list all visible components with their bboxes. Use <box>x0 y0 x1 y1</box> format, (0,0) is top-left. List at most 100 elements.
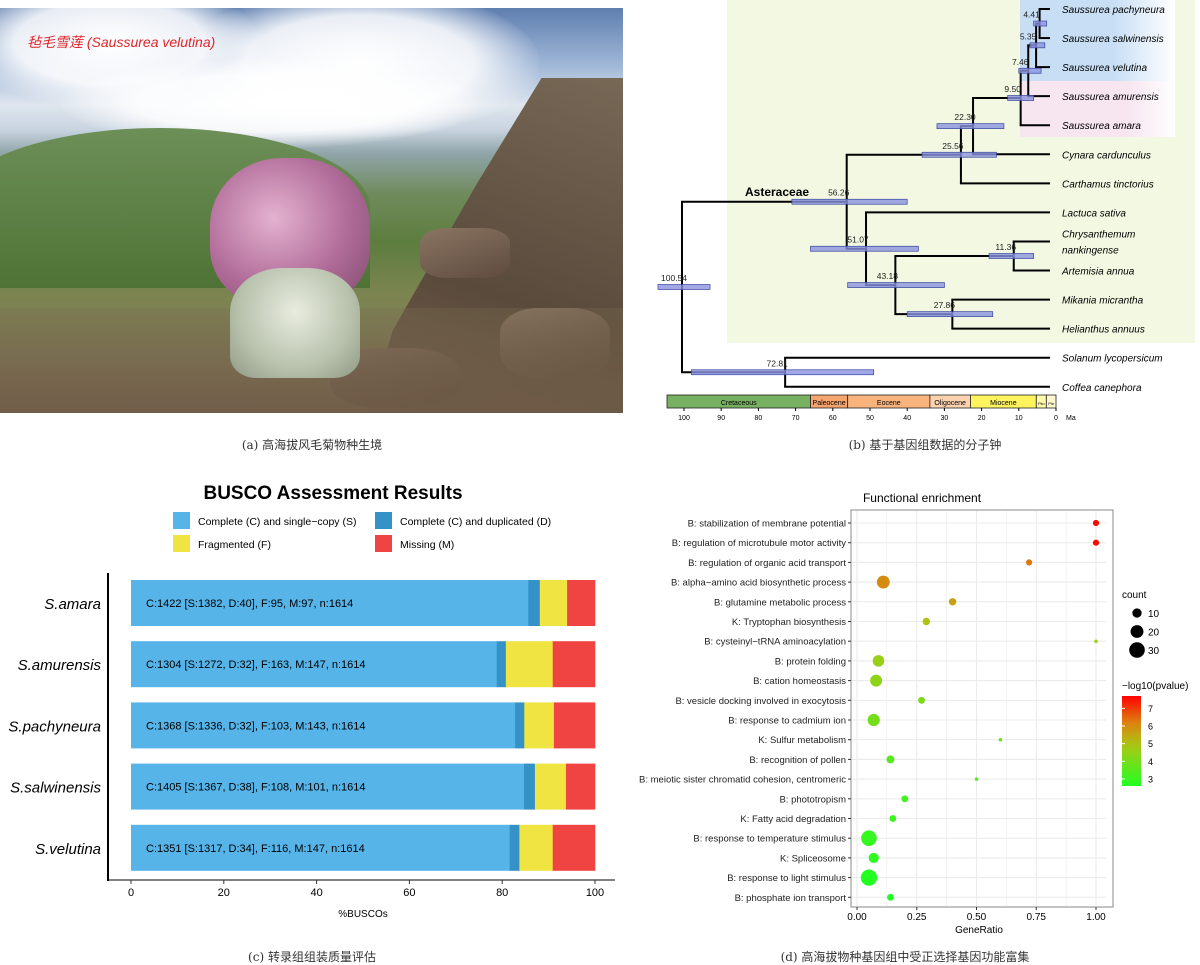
legend-label-F: Fragmented (F) <box>198 539 271 551</box>
bar-segment-S <box>131 580 529 626</box>
term-label: K: Tryptophan biosynthesis <box>732 617 846 628</box>
axis-tick-label: 40 <box>903 415 911 422</box>
term-label: B: regulation of organic acid transport <box>688 558 846 569</box>
size-legend-dot <box>1130 625 1144 638</box>
tip-label-line: Saussurea velutina <box>1062 63 1147 74</box>
tip-label-line: Saussurea pachyneura <box>1062 5 1165 16</box>
term-label: B: cation homeostasis <box>753 676 846 687</box>
bar-segment-M <box>552 824 596 871</box>
x-tick-label: 0.50 <box>967 912 987 923</box>
bar-segment-M <box>567 580 596 626</box>
enrichment-point <box>889 815 897 822</box>
node-age-hpd-bar <box>988 253 1035 259</box>
legend-label-M: Missing (M) <box>400 539 454 551</box>
legend-swatch-S <box>173 512 190 529</box>
bar-segment-D <box>523 763 536 810</box>
photo-title: 毡毛雪莲 (Saussurea velutina) <box>27 34 216 50</box>
bar-segment-F <box>534 763 567 810</box>
caption-d: (d) 高海拔物种基因组中受正选择基因功能富集 <box>780 950 1030 964</box>
x-tick-label: 1.00 <box>1086 912 1106 923</box>
term-label: B: response to temperature stimulus <box>693 834 846 845</box>
bar-label: C:1422 [S:1382, D:40], F:95, M:97, n:161… <box>146 598 353 610</box>
colorbar <box>1122 696 1141 786</box>
tip-label: Lactuca sativa <box>1062 208 1126 219</box>
term-label: B: alpha−amino acid biosynthetic process <box>671 578 846 589</box>
term-label: K: Fatty acid degradation <box>740 814 846 825</box>
term-label: B: response to cadmium ion <box>728 716 846 727</box>
tip-label-line: Chrysanthemum <box>1062 229 1135 240</box>
enrichment-point <box>876 575 890 589</box>
enrichment-point <box>1025 559 1033 566</box>
node-age-label: 56.26 <box>828 188 850 198</box>
size-legend-dot <box>1132 608 1142 618</box>
node-age-label: 25.56 <box>942 141 964 151</box>
node-age-label: 5.35 <box>1020 31 1037 41</box>
size-legend-title: count <box>1122 590 1147 601</box>
node-age-label: 7.46 <box>1012 57 1029 67</box>
bar-segment-F <box>519 824 554 871</box>
tip-label: Saussurea salwinensis <box>1062 34 1164 45</box>
enrichment-point <box>872 655 885 667</box>
term-label: B: stabilization of membrane potential <box>688 519 846 530</box>
bar-segment-S <box>131 824 510 871</box>
bar-segment-M <box>553 702 596 749</box>
tip-label-line: Cynara cardunculus <box>1062 150 1151 161</box>
x-axis-title: GeneRatio <box>955 925 1003 935</box>
x-tick-label: 80 <box>496 887 508 899</box>
epoch-label: Paleocene <box>813 400 846 407</box>
axis-tick-label: 10 <box>1015 415 1023 422</box>
size-legend-label: 20 <box>1148 628 1160 639</box>
node-age-label: 100.54 <box>661 273 687 283</box>
colorbar-tick-label: 3 <box>1148 774 1153 784</box>
axis-tick-label: 0 <box>1054 415 1058 422</box>
category-label: S.velutina <box>35 841 101 858</box>
enrichment-point <box>870 674 883 687</box>
enrichment-point <box>886 755 895 764</box>
node-age-hpd-bar <box>1007 95 1035 101</box>
axis-unit: Ma <box>1066 415 1076 422</box>
x-tick-label: 20 <box>218 887 230 899</box>
tip-label: Saussurea pachyneura <box>1062 5 1165 16</box>
tip-label: Solanum lycopersicum <box>1062 354 1163 365</box>
term-label: B: meiotic sister chromatid cohesion, ce… <box>639 775 846 786</box>
bar-segment-D <box>515 702 525 749</box>
enrichment-point <box>901 795 909 803</box>
geologic-timescale: Cretaceous Paleocene Eocene Oligocene Miocen… <box>666 394 1076 422</box>
node-age-label: 51.07 <box>847 235 869 245</box>
enrichment-point <box>1092 519 1100 527</box>
term-label: B: phosphate ion transport <box>735 893 847 904</box>
category-label: S.amurensis <box>18 657 102 674</box>
axis-tick-label: 80 <box>755 415 763 422</box>
axis-tick-label: 60 <box>829 415 837 422</box>
tip-label-line: nankingense <box>1062 245 1119 256</box>
node-age-hpd-bar <box>847 282 945 288</box>
node-age-hpd-bar <box>1018 67 1042 74</box>
molecular-clock-tree: Asteraceae Saussurea pachyneura Saussurea … <box>657 0 1195 422</box>
habitat-photo: 毡毛雪莲 (Saussurea velutina) <box>0 8 623 413</box>
bar-segment-F <box>524 702 555 749</box>
node-age-hpd-bar <box>1033 20 1048 27</box>
term-label: B: response to light stimulus <box>727 873 846 884</box>
caption-a: (a) 高海拔风毛菊物种生境 <box>241 438 383 452</box>
epoch-label: Oligocene <box>934 400 966 407</box>
bar-label: C:1304 [S:1272, D:32], F:163, M:147, n:1… <box>146 659 366 671</box>
enrichment-point <box>1094 639 1098 643</box>
epoch-label: Ple <box>1048 401 1055 406</box>
colorbar-tick-label: 4 <box>1148 757 1153 767</box>
enrichment-point <box>1092 539 1100 546</box>
enrichment-point <box>974 777 979 781</box>
term-label: B: recognition of pollen <box>749 755 846 766</box>
colorbar-tick-label: 5 <box>1148 739 1153 749</box>
term-label: B: regulation of microtubule motor activ… <box>672 538 846 549</box>
bar-segment-F <box>505 641 554 688</box>
x-tick-label: 60 <box>403 887 415 899</box>
tip-label-line: Helianthus annuus <box>1062 325 1145 336</box>
chart-title: BUSCO Assessment Results <box>203 483 462 504</box>
node-age-label: 27.86 <box>934 300 956 310</box>
term-label: B: phototropism <box>779 794 846 805</box>
bar-label: C:1405 [S:1367, D:38], F:108, M:101, n:1… <box>146 782 366 794</box>
x-axis-title: %BUSCOs <box>338 909 387 920</box>
caption-c: (c) 转录组组装质量评估 <box>248 950 376 964</box>
epoch-ple <box>1045 394 1057 409</box>
node-age-hpd-bar <box>657 284 711 290</box>
